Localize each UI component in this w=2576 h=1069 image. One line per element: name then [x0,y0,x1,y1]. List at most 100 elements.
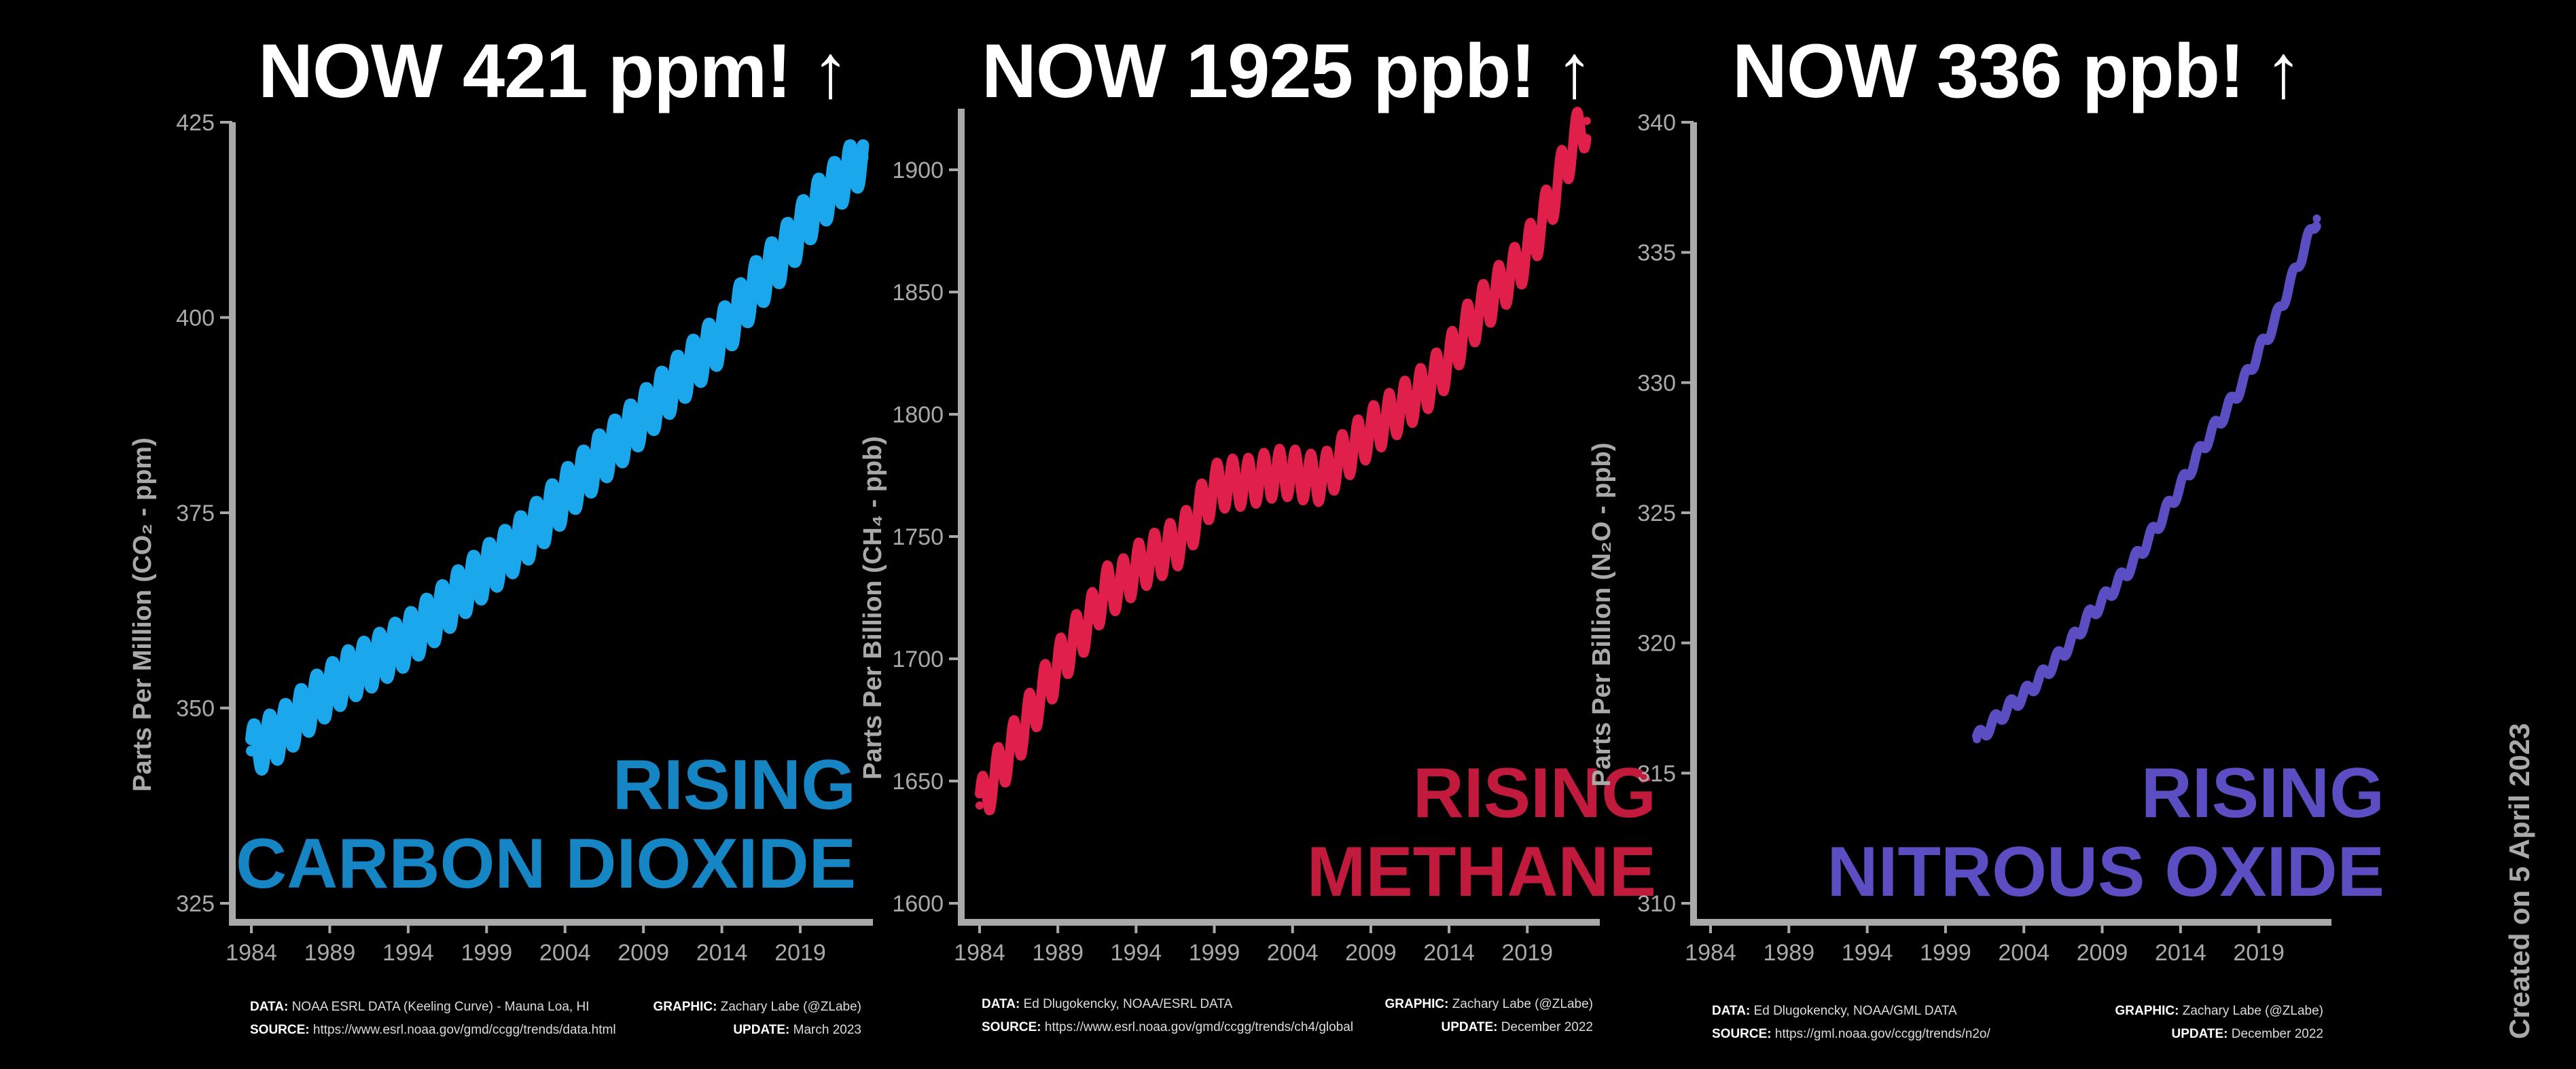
ch4-data-point [1476,307,1485,316]
n2o-y-axis-label: Parts Per Billion (N₂O - ppb) [1588,443,1616,787]
co2-y-tick-label: 350 [176,696,215,722]
ch4-y-tick-label: 1650 [892,769,944,795]
co2-panel: NOW 421 ppm! ↑ 325 350 375 400 425 1984 1989 19… [0,0,876,1069]
ch4-y-tick-label: 1900 [892,158,944,183]
co2-source-text: https://www.esrl.noaa.gov/gmd/ccgg/trend… [312,1023,616,1037]
ch4-data-point [1461,327,1469,336]
n2o-data-point [2207,428,2216,437]
co2-update-label: UPDATE: [733,1023,790,1037]
n2o-data-point [2312,214,2321,223]
ch4-data-point [1304,473,1312,482]
n2o-y-tick-label: 315 [1637,761,1676,786]
co2-x-tick-label: 1994 [382,940,434,966]
ch4-y-tick-label: 1600 [892,891,944,917]
ch4-data-point [1382,415,1391,424]
co2-series-line [245,139,870,776]
n2o-y-tick-label: 320 [1637,631,1676,657]
ch4-graphic-label: GRAPHIC: [1384,997,1449,1011]
n2o-rising-label: RISING NITROUS OXIDE [1827,754,2384,911]
co2-x-tick-label: 1989 [304,940,356,966]
ch4-data-point [1257,473,1266,482]
co2-data-point [622,427,634,438]
ch4-data-point [1288,469,1297,477]
n2o-y-tick-label: 310 [1637,891,1676,917]
ch4-y-tick-label: 1850 [892,280,944,306]
n2o-data-point [2067,638,2075,647]
co2-x-tick-label: 2019 [774,940,826,966]
co2-data-point [716,329,728,341]
co2-data-point [857,151,869,163]
ch4-update-text: December 2022 [1501,1020,1593,1034]
co2-headline: NOW 421 ppm! ↑ [258,29,850,113]
ch4-data-point [1397,403,1406,412]
ch4-gas-name: METHANE [1306,833,1656,911]
n2o-y-tick-label: 325 [1637,501,1676,526]
n2o-data-point [2098,597,2107,606]
ch4-x-tick-label: 2014 [1423,940,1475,966]
ch4-data-point [1007,745,1016,754]
ch4-data-point [1414,391,1422,399]
ch4-data-point [1507,270,1516,279]
co2-data-point [559,489,571,501]
ch4-y-tick-label: 1750 [892,524,944,550]
n2o-data-text: Ed Dlugokencky, NOAA/GML DATA [1753,1004,1957,1018]
co2-data-point [685,362,696,374]
co2-y-tick-label: 425 [176,110,215,136]
n2o-series-line [1972,221,2321,741]
ch4-headline: NOW 1925 ppb! ↑ [982,29,1594,113]
n2o-data-point [2051,657,2060,666]
n2o-data-point [1988,719,1997,728]
ch4-data-point [1570,136,1579,145]
n2o-data-point [2020,691,2028,700]
ch4-x-tick-label: 1989 [1032,940,1084,966]
co2-data-point [842,167,853,179]
ch4-data-point [1319,473,1328,482]
ch4-data-point [1523,249,1532,257]
n2o-data-label: DATA: [1712,1004,1751,1018]
co2-data-point [434,607,446,619]
n2o-x-tick-label: 1989 [1763,940,1814,966]
n2o-data-point [2004,704,2013,712]
ch4-rising-label: RISING METHANE [1307,754,1656,911]
co2-data-text: NOAA ESRL DATA (Keeling Curve) - Mauna L… [291,1000,590,1014]
ch4-data-point [1241,478,1250,487]
co2-data-point [654,394,665,405]
n2o-data-point [2035,675,2044,684]
n2o-x-tick-label: 2004 [1998,940,2050,966]
n2o-update-text: December 2022 [2231,1027,2323,1041]
co2-rising-word: RISING [612,746,856,825]
co2-y-tick-label: 325 [176,891,215,917]
ch4-rising-word: RISING [1412,754,1656,833]
n2o-graphic-text: Zachary Labe (@ZLabe) [2182,1004,2323,1018]
ch4-chart: 1600 1650 1700 1750 1800 1850 1900 1984 1989 1994… [859,107,1600,966]
ch4-data-point [1492,288,1501,296]
co2-graphic-text: Zachary Labe (@ZLabe) [720,1000,861,1014]
ch4-data-point [1272,469,1281,477]
n2o-panel: NOW 336 ppb! ↑ 310 315 320 325 330 335 340 1984… [1583,0,2384,1069]
ch4-panel: NOW 1925 ppb! ↑ 1600 1650 1700 1750 1800 1850… [849,0,1656,1069]
n2o-data-point [2239,378,2248,387]
ch4-x-tick-label: 2019 [1501,940,1553,966]
n2o-data-point [2160,509,2169,517]
ch4-data-point [1350,441,1359,450]
ch4-data-point [1147,554,1156,563]
ch4-data-point [1210,484,1219,492]
ch4-data-point [976,801,984,810]
co2-x-tick-label: 2009 [618,940,669,966]
n2o-x-tick-label: 2019 [2233,940,2285,966]
ch4-data-point [1554,178,1563,186]
co2-source-label: SOURCE: [250,1023,310,1037]
co2-data-point [590,456,602,468]
ch4-data-point [1194,508,1203,516]
ch4-data-point [1366,427,1375,436]
co2-chart: 325 350 375 400 425 1984 1989 1994 1999 2004 2009 2… [128,110,873,966]
n2o-source-label: SOURCE: [1712,1027,1772,1041]
ch4-data-point [1226,478,1234,487]
ch4-data-point [1582,117,1591,125]
co2-update-text: March 2023 [793,1023,861,1037]
co2-data-point [371,654,382,666]
n2o-x-tick-label: 1984 [1685,940,1736,966]
co2-data-point [497,551,508,563]
ch4-data-point [1445,356,1454,365]
co2-x-tick-label: 2014 [696,940,748,966]
